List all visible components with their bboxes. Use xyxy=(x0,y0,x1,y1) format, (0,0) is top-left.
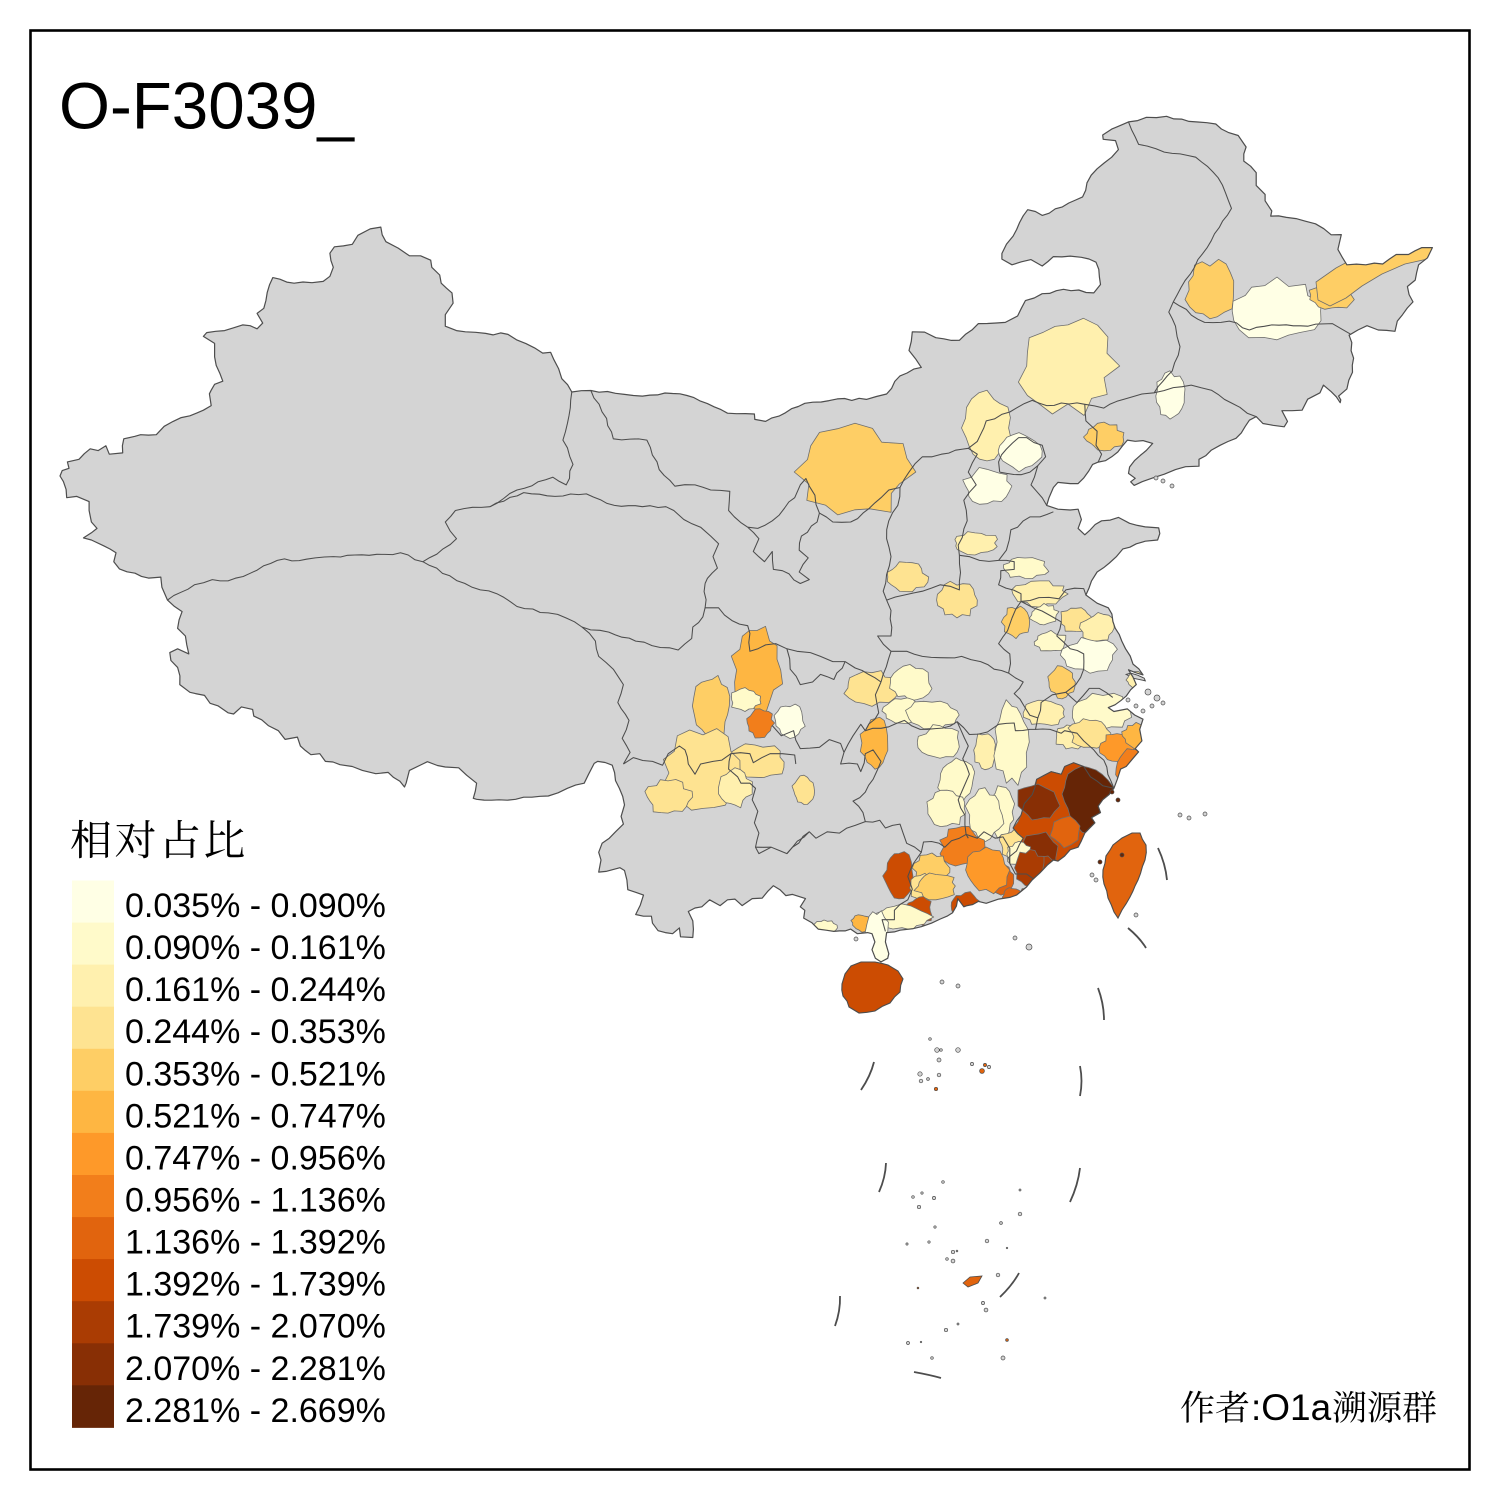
svg-text:2.281% - 2.669%: 2.281% - 2.669% xyxy=(125,1392,386,1430)
svg-text::O1a: :O1a xyxy=(1251,1387,1332,1428)
svg-text:O-F3039_: O-F3039_ xyxy=(59,70,355,143)
svg-text:0.161% - 0.244%: 0.161% - 0.244% xyxy=(125,971,386,1009)
svg-text:2.070% - 2.281%: 2.070% - 2.281% xyxy=(125,1350,386,1388)
svg-text:1.136% - 1.392%: 1.136% - 1.392% xyxy=(125,1224,386,1262)
svg-text:0.244% - 0.353%: 0.244% - 0.353% xyxy=(125,1013,386,1051)
svg-text:0.747% - 0.956%: 0.747% - 0.956% xyxy=(125,1139,386,1177)
svg-text:0.035% - 0.090%: 0.035% - 0.090% xyxy=(125,887,386,925)
svg-text:0.521% - 0.747%: 0.521% - 0.747% xyxy=(125,1097,386,1135)
svg-text:1.392% - 1.739%: 1.392% - 1.739% xyxy=(125,1266,386,1304)
svg-text:0.956% - 1.136%: 0.956% - 1.136% xyxy=(125,1182,386,1220)
svg-text:1.739% - 2.070%: 1.739% - 2.070% xyxy=(125,1308,386,1346)
svg-text:0.090% - 0.161%: 0.090% - 0.161% xyxy=(125,929,386,967)
svg-text:0.353% - 0.521%: 0.353% - 0.521% xyxy=(125,1055,386,1093)
